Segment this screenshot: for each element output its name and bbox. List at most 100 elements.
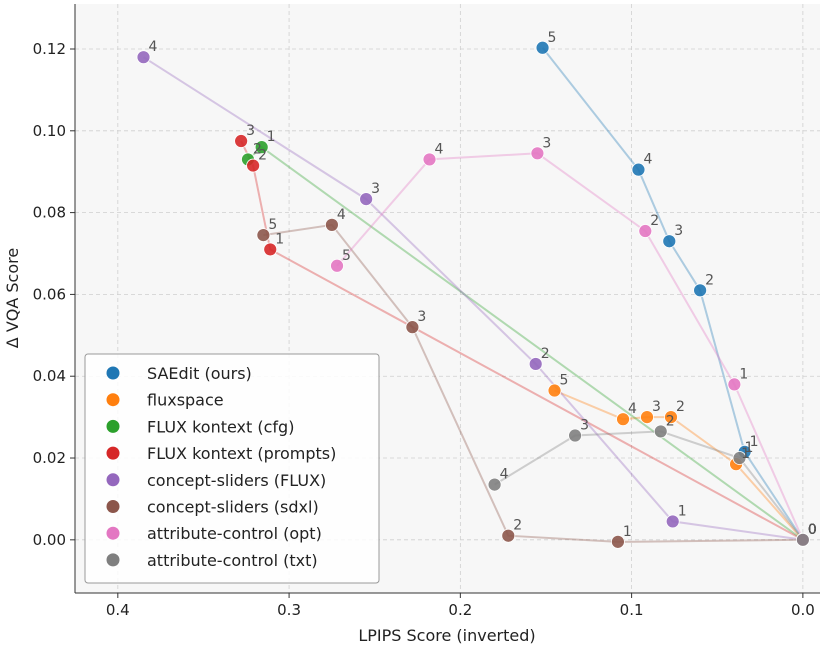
point-label: 1 — [745, 440, 754, 456]
x-tick-label: 0.3 — [277, 601, 301, 619]
x-tick-label: 0.2 — [448, 601, 472, 619]
point-label: 1 — [267, 129, 276, 145]
point-label: 2 — [258, 148, 267, 164]
point-label: 2 — [650, 213, 659, 229]
point-label: 4 — [149, 39, 158, 55]
y-tick-label: 0.08 — [33, 204, 66, 222]
point-label: 1 — [623, 524, 632, 540]
point-label: 0 — [808, 522, 817, 538]
point-label: 2 — [253, 141, 262, 157]
legend-entry: fluxspace — [147, 391, 224, 410]
point-label: 3 — [542, 135, 551, 151]
data-point — [528, 357, 543, 371]
data-point — [530, 146, 545, 161]
data-point — [256, 228, 271, 243]
legend: SAEdit (ours) fluxspace FLUX kontext (cfg)… — [84, 353, 380, 584]
data-point — [405, 320, 420, 335]
point-label: 3 — [652, 399, 661, 415]
x-axis-ticks: 0.4 0.3 0.2 0.1 0.0 — [106, 593, 815, 619]
data-point — [795, 532, 810, 547]
data-point — [136, 50, 151, 65]
legend-marker — [106, 473, 120, 487]
legend-box — [84, 353, 380, 584]
point-label: 1 — [739, 366, 748, 382]
point-label: 1 — [275, 231, 284, 247]
point-label: 3 — [580, 418, 589, 434]
point-label: 3 — [417, 309, 426, 325]
point-label: 2 — [705, 272, 714, 288]
series-points — [136, 40, 810, 549]
y-axis-label: Δ VQA Score — [3, 248, 22, 348]
point-label: 5 — [268, 217, 277, 233]
data-point — [631, 162, 646, 177]
point-label: 4 — [628, 401, 637, 417]
data-point — [638, 224, 653, 238]
point-label: 3 — [246, 123, 255, 139]
x-tick-label: 0.4 — [106, 601, 130, 619]
y-tick-label: 0.12 — [33, 40, 66, 58]
point-label: 5 — [342, 248, 351, 264]
point-label: 0 — [808, 522, 817, 538]
x-tick-label: 0.1 — [620, 601, 644, 619]
point-label: 0 — [808, 522, 817, 538]
x-axis-label: LPIPS Score (inverted) — [358, 626, 535, 645]
point-label: 5 — [548, 30, 557, 46]
y-tick-label: 0.06 — [33, 285, 66, 303]
legend-entry: concept-sliders (sdxl) — [147, 498, 319, 517]
point-label: 3 — [674, 223, 683, 239]
data-point — [535, 40, 550, 55]
data-point — [616, 412, 630, 427]
point-labels: 0123450123450120123012340123450123450123… — [149, 30, 817, 540]
data-point — [732, 451, 747, 465]
point-label: 1 — [741, 446, 750, 462]
legend-marker — [106, 553, 120, 567]
series-line — [336, 152, 804, 541]
legend-entry: attribute-control (txt) — [147, 551, 318, 570]
grid — [75, 4, 820, 593]
point-label: 0 — [808, 522, 817, 538]
y-axis-ticks: 0.00 0.02 0.04 0.06 0.08 0.10 0.12 — [33, 40, 75, 549]
data-point — [727, 377, 742, 392]
x-tick-label: 0.0 — [791, 601, 815, 619]
y-tick-label: 0.02 — [33, 449, 66, 467]
data-point — [359, 192, 374, 207]
data-point — [246, 158, 261, 173]
y-tick-label: 0.10 — [33, 122, 66, 140]
data-point — [324, 217, 339, 232]
data-point — [640, 410, 654, 425]
series-line — [541, 47, 804, 541]
legend-marker — [106, 366, 120, 380]
data-point — [254, 140, 269, 155]
data-point — [611, 534, 625, 549]
data-point — [664, 410, 678, 425]
legend-marker — [106, 393, 120, 407]
y-tick-label: 0.00 — [33, 531, 66, 549]
point-label: 5 — [560, 373, 569, 389]
point-label: 4 — [500, 467, 509, 483]
point-label: 0 — [808, 522, 817, 538]
y-tick-label: 0.04 — [33, 367, 66, 385]
point-label: 1 — [750, 434, 759, 450]
legend-entry: concept-sliders (FLUX) — [147, 471, 326, 490]
point-label: 4 — [643, 152, 652, 168]
point-label: 4 — [337, 207, 346, 223]
legend-entry: FLUX kontext (cfg) — [147, 417, 294, 436]
legend-entry: attribute-control (opt) — [147, 524, 322, 543]
legend-marker — [106, 419, 120, 433]
data-point — [263, 242, 278, 257]
data-point — [234, 134, 249, 148]
series-line — [554, 389, 804, 541]
legend-entry: SAEdit (ours) — [147, 364, 252, 383]
data-point — [330, 258, 344, 273]
point-label: 0 — [808, 522, 817, 538]
data-point — [501, 528, 516, 543]
data-point — [665, 514, 680, 529]
point-label: 0 — [808, 522, 817, 538]
data-point — [653, 424, 668, 439]
point-label: 2 — [513, 518, 522, 534]
legend-entry: FLUX kontext (prompts) — [147, 444, 336, 463]
point-label: 2 — [541, 346, 550, 362]
point-label: 1 — [678, 503, 687, 519]
data-point — [547, 383, 562, 398]
